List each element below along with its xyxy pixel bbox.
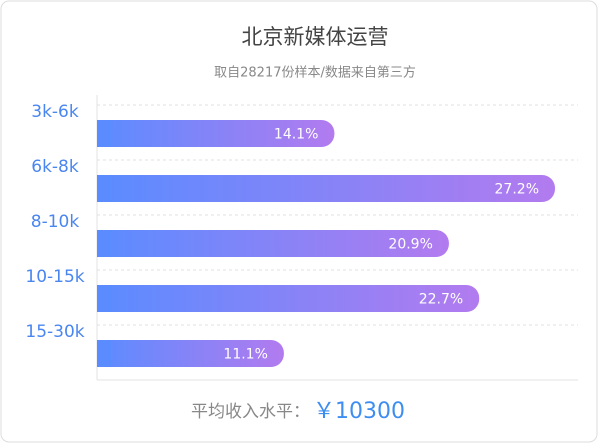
bar [97,175,555,202]
category-label: 10-15k [25,267,84,287]
value-label: 20.9% [388,237,432,253]
value-label: 14.1% [274,127,318,143]
category-label: 3k-6k [31,102,79,122]
bar [97,120,335,147]
value-label: 11.1% [223,347,267,363]
bar-corner [97,285,111,312]
bar-corner [97,230,111,257]
bar [97,340,284,367]
chart-title: 北京新媒体运营 [242,25,389,49]
bar-corner [97,340,111,367]
footer-label: 平均收入水平： [191,402,310,422]
bar-corner [97,175,111,202]
bar-corner [97,120,111,147]
chart-subtitle: 取自28217份样本/数据来自第三方 [214,65,416,81]
footer-value: ￥10300 [313,399,405,424]
category-label: 15-30k [25,322,84,342]
category-label: 8-10k [31,212,80,232]
category-label: 6k-8k [31,157,79,177]
bar [97,230,449,257]
value-label: 22.7% [419,292,463,308]
bar [97,285,480,312]
value-label: 27.2% [495,182,539,198]
